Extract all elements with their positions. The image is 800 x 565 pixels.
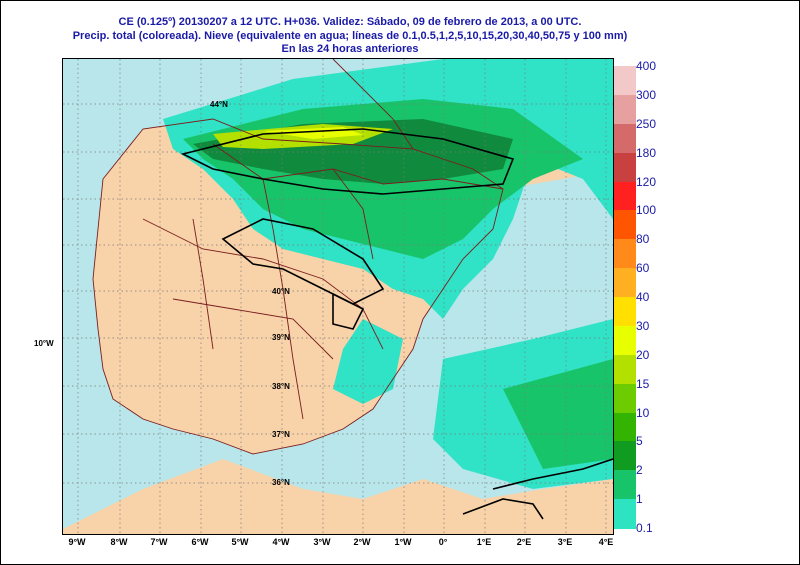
legend-band [614,470,636,500]
precipitation-map [62,58,614,535]
lat-label-38n: 38°N [272,382,290,391]
africa-land [63,459,613,534]
lon-label: 7°W [150,537,168,547]
legend-label: 1 [636,492,643,507]
legend-label: 180 [636,145,657,160]
map-canvas [63,59,613,534]
legend-band [614,239,636,269]
map-title-line3: En las 24 horas anteriores [281,43,419,55]
legend-band [614,412,636,442]
borders [92,59,504,455]
lon-label: 5°W [231,537,249,547]
lon-label: 4°E [598,537,614,547]
lon-label: 8°W [110,537,128,547]
legend-band [614,325,636,356]
snow-contours [180,128,613,520]
lon-label: 6°W [191,537,209,547]
legend-band [614,152,636,182]
lon-label: 1°W [394,537,412,547]
legend-band [614,66,636,96]
legend-label: 80 [636,232,650,247]
legend-label: 60 [636,261,650,276]
lon-label: 1°E [476,537,492,547]
legend-band [614,123,636,154]
legend-label: 0.1 [636,521,653,535]
legend-band [614,383,636,413]
legend-label: 40 [636,290,650,304]
legend-band [614,181,636,211]
lat-label-37n: 37°N [272,430,290,439]
legend-label: 20 [636,347,650,362]
lon-label: 3°W [313,537,331,547]
lon-label: 2°E [516,537,532,547]
precip-zone-medium-east [503,359,613,469]
legend-band [614,441,636,471]
lat-label-39n: 39°N [272,333,290,342]
lat-label-40n: 40°N [272,287,290,296]
legend-band [614,210,636,240]
legend-label: 5 [636,434,643,449]
legend-label: 30 [636,318,650,333]
legend-label: 100 [636,203,657,218]
lon-label: 4°W [272,537,290,547]
map-title-line2: Precip. total (coloreada). Nieve (equiva… [72,30,628,42]
lat-label-44n: 44°N [210,100,228,109]
legend-label: 15 [636,376,650,391]
legend-label: 10 [636,405,650,420]
legend-band [614,297,636,327]
color-legend [614,66,636,529]
legend-label: 2 [636,463,643,478]
legend-band [614,94,636,125]
map-title-line1: CE (0.125º) 20130207 a 12 UTC. H+036. Va… [118,16,582,28]
legend-band [614,354,636,385]
lat-label-36n: 36°N [272,478,290,487]
legend-band [614,499,636,529]
legend-label: 120 [636,174,657,189]
precip-zone-light-2 [333,319,403,404]
lon-label: 2°W [353,537,371,547]
legend-band [614,268,636,298]
legend-label: 400 [636,59,657,73]
lon-label: 9°W [68,537,86,547]
lon-label: 3°E [557,537,573,547]
lon-label: 0° [438,537,448,547]
legend-label: 250 [636,116,657,131]
lon-label-10w: 10°W [34,339,54,348]
graticule [63,59,613,534]
legend-label: 300 [636,87,657,102]
